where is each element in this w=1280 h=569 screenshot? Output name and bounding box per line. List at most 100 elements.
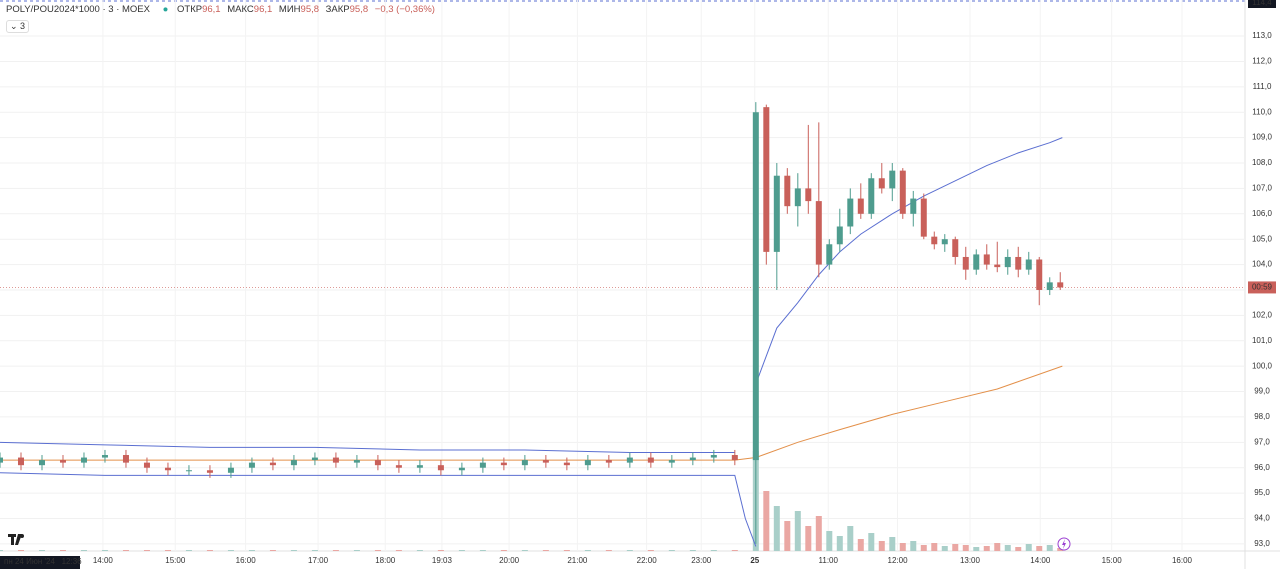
candle-body xyxy=(542,460,549,463)
y-tick-label: 95,0 xyxy=(1254,488,1270,497)
volume-bar xyxy=(1015,547,1022,551)
candle-body xyxy=(269,462,276,466)
candle-body xyxy=(1025,259,1032,270)
candle-body xyxy=(563,462,570,466)
volume-bar xyxy=(143,550,150,551)
price-box xyxy=(1248,281,1276,294)
legend-header: POLY/POU2024*1000 · 3 · MOEX ● ОТКР96,1 … xyxy=(6,4,439,15)
volume-bar xyxy=(878,541,885,551)
volume-bar xyxy=(206,550,213,551)
candle-body xyxy=(752,112,759,461)
candle-body xyxy=(626,457,633,463)
candle-body xyxy=(994,264,1001,268)
x-tick-label: 21:00 xyxy=(567,556,588,565)
candle-body xyxy=(962,256,969,270)
candle-body xyxy=(941,239,948,245)
volume-bar xyxy=(826,531,833,551)
volume-bar xyxy=(794,511,801,551)
label: МАКС xyxy=(227,4,254,15)
candle-body xyxy=(437,465,444,471)
candle-body xyxy=(1046,282,1053,290)
volume-bar xyxy=(899,543,906,551)
volume-bar xyxy=(857,539,864,551)
volume-bar xyxy=(962,545,969,551)
candle-body xyxy=(122,455,129,463)
x-tick-label: 23:00 xyxy=(691,556,712,565)
x-tick-label: 16:00 xyxy=(236,556,257,565)
candle-body xyxy=(521,460,528,466)
value: 96,1 xyxy=(253,4,273,15)
volume-bar xyxy=(269,550,276,551)
x-tick-label: 20:00 xyxy=(499,556,520,565)
candle-body xyxy=(458,467,465,471)
candle-body xyxy=(395,465,402,468)
candle-body xyxy=(836,226,843,245)
y-tick-label: 111,0 xyxy=(1253,82,1272,91)
volume-bar xyxy=(931,543,938,551)
y-tick-label: 106,0 xyxy=(1252,209,1273,218)
y-tick-label: 93,0 xyxy=(1254,539,1270,548)
candle-body xyxy=(59,460,66,463)
candle-body xyxy=(311,457,318,461)
value: 96,1 xyxy=(202,4,221,15)
y-tick-label: 107,0 xyxy=(1252,184,1273,193)
volume-bar xyxy=(815,516,822,551)
volume-bar xyxy=(290,550,297,551)
crosshair-price: 114,4 xyxy=(1252,0,1272,7)
lightning-icon[interactable] xyxy=(1057,537,1071,551)
x-tick-label: 25 xyxy=(750,556,759,565)
x-tick-label: 12:00 xyxy=(888,556,909,565)
candle-body xyxy=(794,188,801,207)
volume-bar xyxy=(647,550,654,551)
y-tick-label: 94,0 xyxy=(1254,514,1270,523)
value: 95,8 xyxy=(349,4,369,15)
label: ЗАКР xyxy=(325,4,350,15)
candle-body xyxy=(248,462,255,468)
volume-bar xyxy=(710,550,717,551)
candle-body xyxy=(479,462,486,468)
candle-body xyxy=(17,457,24,466)
label: МИН xyxy=(278,4,301,15)
change: −0,3 (−0,36%) xyxy=(374,4,435,15)
candle-body xyxy=(931,236,938,245)
volume-bar xyxy=(479,550,486,551)
volume-bar xyxy=(1046,545,1053,551)
volume-bar xyxy=(80,550,87,551)
volume-bar xyxy=(868,533,875,551)
y-tick-label: 97,0 xyxy=(1254,437,1270,446)
x-tick-label: 15:00 xyxy=(165,556,186,565)
volume-bar xyxy=(1025,544,1032,551)
volume-bar xyxy=(332,550,339,551)
volume-bar xyxy=(374,550,381,551)
volume-bar xyxy=(311,550,318,551)
volume-bar xyxy=(17,550,24,551)
candle-body xyxy=(878,178,885,189)
volume-bar xyxy=(763,491,770,551)
y-tick-label: 112,0 xyxy=(1252,57,1272,66)
candle-body xyxy=(374,460,381,466)
candle-body xyxy=(868,178,875,214)
volume-bar xyxy=(437,550,444,551)
candle-body xyxy=(1036,259,1043,290)
candle-body xyxy=(773,175,780,252)
candle-body xyxy=(416,465,423,468)
volume-bar xyxy=(164,550,171,551)
indicators-toggle[interactable]: ⌄ 3 xyxy=(6,20,30,33)
candle-body xyxy=(38,460,45,466)
symbol[interactable]: POLY/POU2024*1000 · 3 · MOEX xyxy=(6,4,150,15)
candle-body xyxy=(710,455,717,458)
volume-bar xyxy=(952,544,959,551)
volume-bar xyxy=(185,550,192,551)
x-tick-label: 15:00 xyxy=(1102,556,1123,565)
x-tick-label: 14:00 xyxy=(93,556,114,565)
candle-body xyxy=(332,457,339,463)
y-tick-label: 105,0 xyxy=(1252,234,1273,243)
volume-bar xyxy=(227,550,234,551)
volume-bar xyxy=(122,550,129,551)
status-dot: ● xyxy=(162,4,169,15)
candle-body xyxy=(805,188,812,202)
candle-body xyxy=(857,198,864,214)
volume-bar xyxy=(920,545,927,551)
candle-body xyxy=(784,175,791,207)
candle-body xyxy=(584,460,591,466)
